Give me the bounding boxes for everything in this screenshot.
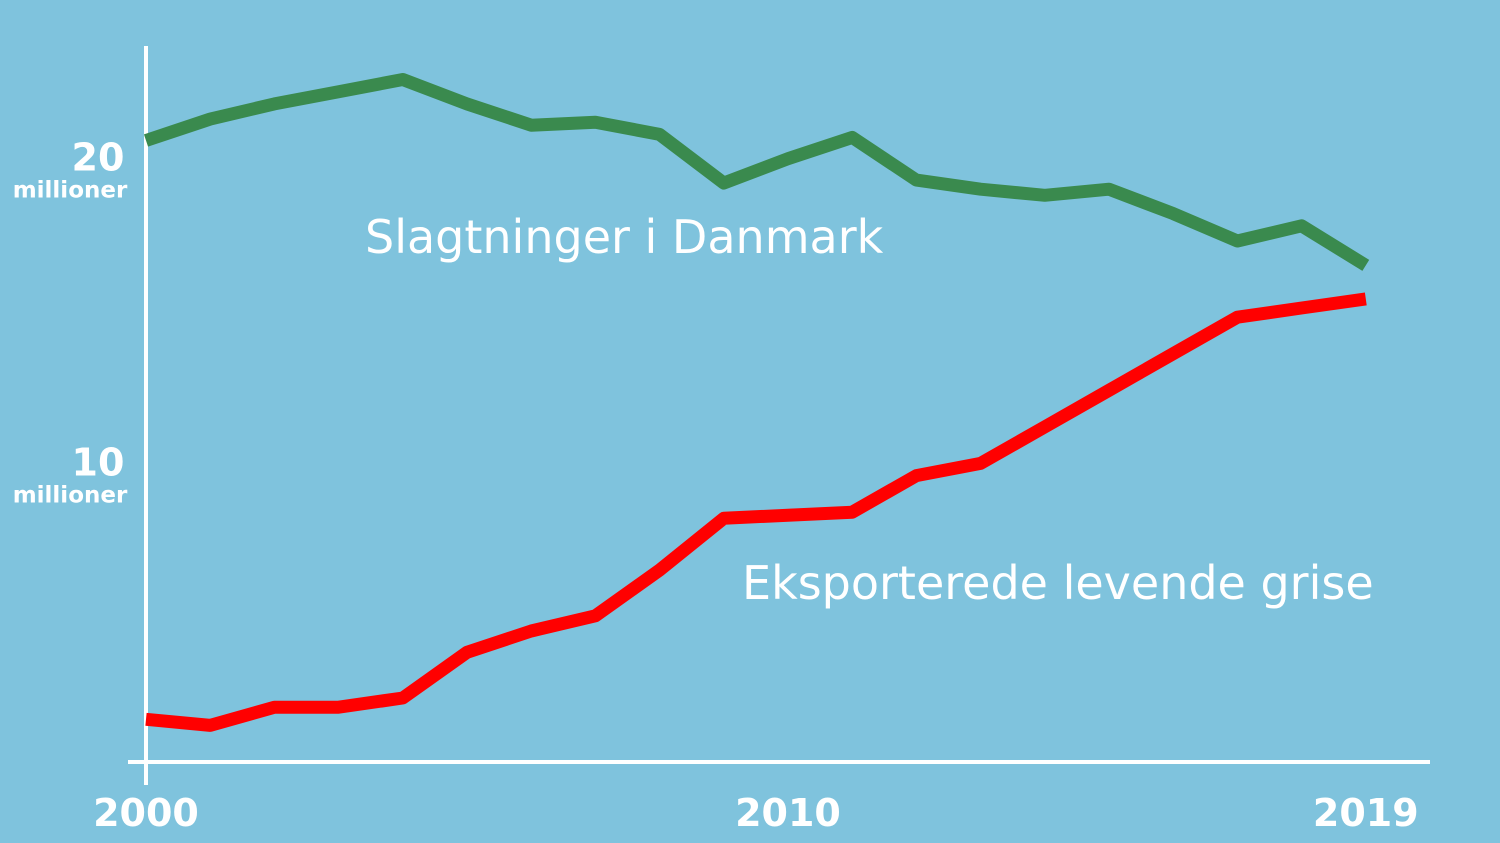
x-tick-label-1: 2010 [735, 791, 841, 835]
y-tick-label-1: 10 [72, 440, 125, 484]
y-tick-label-0: 20 [72, 136, 125, 180]
series-label-1: Eksporterede levende grise [742, 556, 1374, 610]
chart-axes [128, 46, 1430, 785]
series-label-layer: Slagtninger i Danmark Eksporterede levend… [365, 210, 1374, 610]
y-tick-unit-0: millioner [13, 178, 128, 204]
y-tick-unit-1: millioner [13, 482, 128, 508]
series-line-1 [145, 292, 1367, 732]
x-tick-label-0: 2000 [93, 791, 199, 835]
series-layer [143, 73, 1370, 732]
series-line-0 [143, 73, 1370, 271]
x-tick-label-2: 2019 [1313, 791, 1419, 835]
series-label-0: Slagtninger i Danmark [365, 210, 884, 264]
